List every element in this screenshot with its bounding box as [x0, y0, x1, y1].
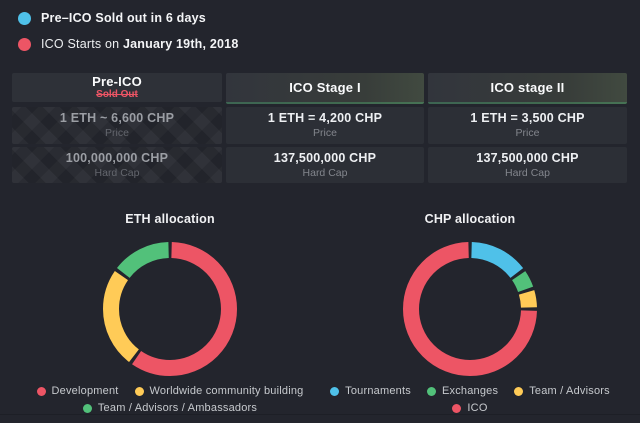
chart-title: CHP allocation: [424, 212, 516, 226]
chp-chart-legend: Tournaments Exchanges Team / Advisors IC…: [310, 385, 630, 414]
chp-allocation-chart: CHP allocation Tournaments Exchanges Tea…: [310, 212, 630, 414]
legend-item-ico[interactable]: ICO: [452, 402, 487, 414]
bullet-dot-red: [18, 37, 31, 51]
announcement-preico: Pre–ICO Sold out in 6 days: [18, 8, 238, 28]
eth-donut-chart[interactable]: [100, 239, 240, 379]
announcement-ico-start: ICO Starts on January 19th, 2018: [18, 34, 238, 54]
donut-segment-development[interactable]: [103, 242, 237, 376]
price-value: 1 ETH = 4,200 CHP: [267, 111, 383, 125]
hardcap-label: Hard Cap: [302, 166, 348, 179]
legend-dot-icon: [82, 403, 92, 413]
sold-out-badge: Sold Out: [96, 89, 138, 100]
eth-allocation-chart: ETH allocation Development Worldwide com…: [30, 212, 310, 414]
hardcap-label: Hard Cap: [505, 166, 550, 179]
legend-dot-icon: [426, 386, 436, 396]
announcement-list: Pre–ICO Sold out in 6 days ICO Starts on…: [18, 8, 238, 60]
price-value: 1 ETH = 3,500 CHP: [470, 111, 585, 125]
hardcap-value: 100,000,000 CHP: [65, 150, 169, 165]
donut-segment-worldwide-community-building[interactable]: [103, 242, 237, 376]
price-cell-stage-2: 1 ETH = 3,500 CHP Price: [428, 107, 627, 144]
hardcap-cell-stage-1: 137,500,000 CHP Hard Cap: [226, 147, 424, 183]
legend-item-development[interactable]: Development: [36, 385, 119, 397]
eth-chart-legend: Development Worldwide community building…: [30, 385, 310, 414]
hardcap-value: 137,500,000 CHP: [273, 150, 377, 165]
price-cell-stage-1: 1 ETH = 4,200 CHP Price: [226, 107, 424, 144]
donut-segment-ico[interactable]: [403, 242, 537, 376]
price-cell-pre-ico: 1 ETH ~ 6,600 CHP Price: [12, 107, 222, 144]
announcement-preico-text: Pre–ICO Sold out in 6 days: [41, 11, 206, 25]
hardcap-value: 137,500,000 CHP: [476, 150, 579, 165]
legend-dot-icon: [452, 403, 462, 413]
hardcap-cell-stage-2: 137,500,000 CHP Hard Cap: [428, 147, 627, 183]
ico-stage-table: Pre-ICO Sold Out ICO Stage I ICO stage I…: [12, 73, 628, 183]
legend-dot-icon: [134, 386, 144, 396]
legend-item-tournaments[interactable]: Tournaments: [330, 385, 411, 397]
table-header-stage-1: ICO Stage I: [226, 73, 424, 104]
section-divider: [0, 414, 640, 415]
legend-item-team-advisors-ambassadors[interactable]: Team / Advisors / Ambassadors: [82, 402, 257, 414]
price-label: Price: [313, 127, 337, 139]
hardcap-cell-pre-ico: 100,000,000 CHP Hard Cap: [12, 147, 222, 183]
legend-item-exchanges[interactable]: Exchanges: [426, 385, 498, 397]
column-title: ICO Stage I: [289, 80, 361, 95]
announcement-ico-start-text: ICO Starts on January 19th, 2018: [41, 37, 239, 51]
price-value: 1 ETH ~ 6,600 CHP: [59, 111, 175, 125]
chp-donut-chart[interactable]: [400, 239, 540, 379]
legend-dot-icon: [330, 386, 340, 396]
legend-dot-icon: [36, 386, 46, 396]
legend-dot-icon: [514, 386, 524, 396]
table-header-pre-ico: Pre-ICO Sold Out: [12, 73, 222, 102]
price-label: Price: [105, 127, 129, 139]
legend-item-team-advisors[interactable]: Team / Advisors: [514, 385, 610, 397]
legend-item-worldwide-community-building[interactable]: Worldwide community building: [134, 385, 304, 397]
hardcap-label: Hard Cap: [94, 166, 140, 179]
chart-title: ETH allocation: [125, 212, 215, 226]
table-header-stage-2: ICO stage II: [428, 73, 627, 104]
column-title: ICO stage II: [490, 80, 565, 95]
bullet-dot-blue: [18, 11, 31, 25]
price-label: Price: [515, 127, 540, 139]
column-title: Pre-ICO: [92, 74, 142, 89]
